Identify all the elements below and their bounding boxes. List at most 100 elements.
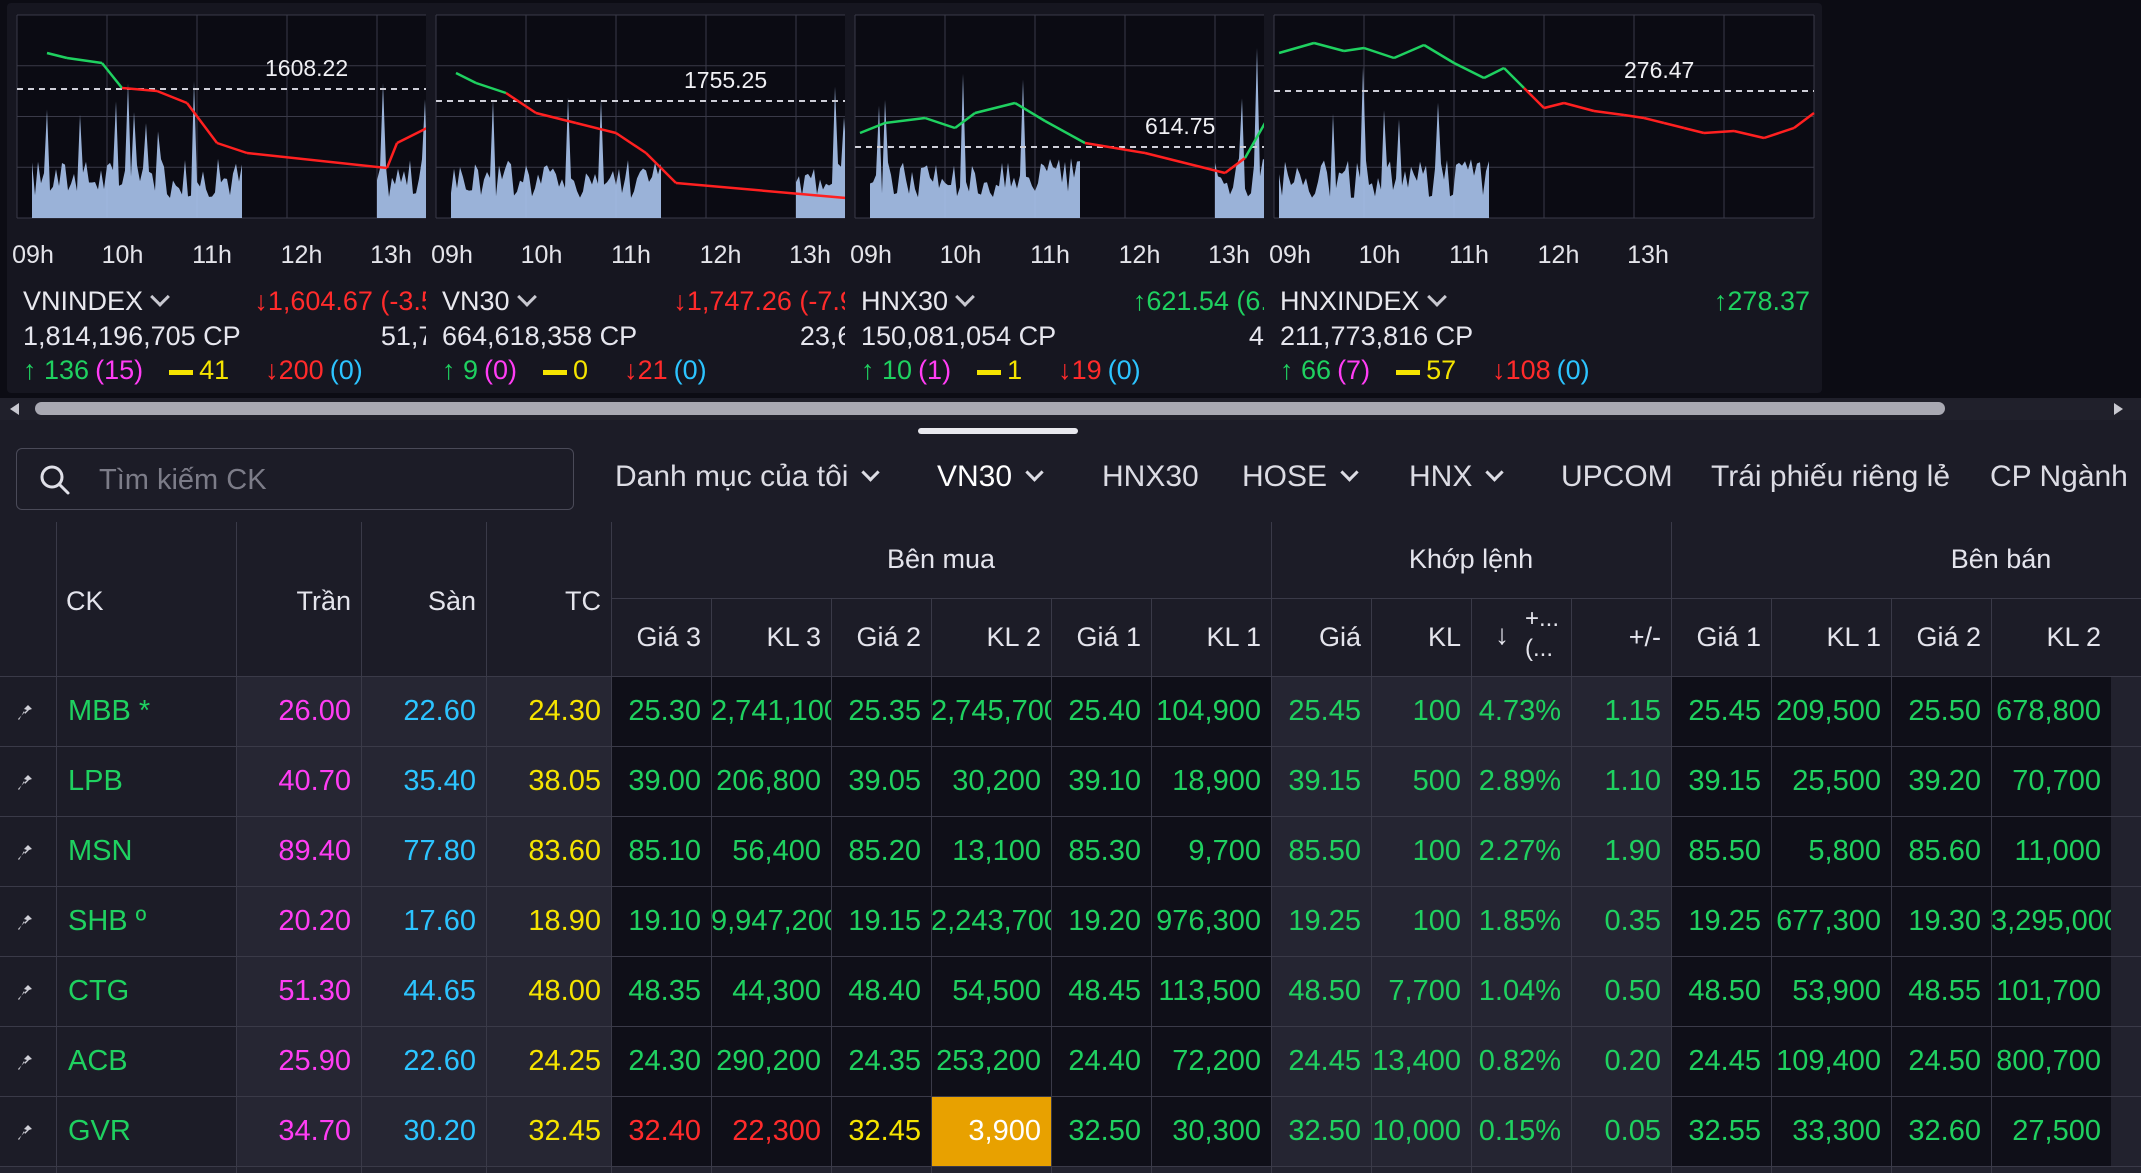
column-header-buy[interactable]: KL 2: [986, 622, 1041, 652]
pin-cell[interactable]: [0, 1026, 56, 1096]
column-header-sell[interactable]: Giá 1: [1696, 622, 1761, 652]
table-row[interactable]: CTG 51.30 44.65 48.00 48.35 44,300 48.40 54,500…: [0, 956, 2141, 1026]
chevron-down-icon[interactable]: [516, 287, 537, 307]
price-line: [385, 142, 399, 169]
column-header-sell[interactable]: Giá 2: [1916, 622, 1981, 652]
pin-icon[interactable]: [16, 1049, 40, 1073]
column-header-buy[interactable]: Giá 1: [1076, 622, 1141, 652]
price-line: [396, 126, 428, 145]
panel-resize-handle[interactable]: [918, 428, 1078, 434]
column-header-sell[interactable]: KL 2: [2046, 622, 2101, 652]
pin-icon[interactable]: [16, 909, 40, 933]
pin-cell[interactable]: [0, 746, 56, 816]
index-name[interactable]: HNXINDEX: [1280, 286, 1420, 316]
scroll-right-arrow-icon[interactable]: [2114, 403, 2123, 415]
column-header-sell[interactable]: KL 1: [1826, 622, 1881, 652]
cell-sg1: 19.25: [1671, 886, 1771, 956]
pin-cell[interactable]: [0, 1096, 56, 1166]
cell-chg: 0.20: [1571, 1026, 1671, 1096]
cell-ck[interactable]: ACB: [56, 1026, 236, 1096]
cell-floor: 22.60: [361, 1026, 486, 1096]
cell-ck[interactable]: MSN: [56, 816, 236, 886]
tab-label: UPCOM: [1561, 460, 1673, 493]
index-name[interactable]: VN30: [442, 286, 510, 316]
declines-count: 108: [1505, 355, 1551, 385]
cell-ck[interactable]: GVR: [56, 1096, 236, 1166]
cell-ref: 48.00: [486, 956, 611, 1026]
pin-cell[interactable]: [0, 956, 56, 1026]
pin-icon[interactable]: [16, 839, 40, 863]
sort-down-icon[interactable]: ↓: [1495, 619, 1509, 650]
pin-icon[interactable]: [16, 769, 40, 793]
cell-ck[interactable]: MBB *: [56, 676, 236, 746]
chevron-down-icon[interactable]: [1025, 463, 1044, 482]
cell-ck[interactable]: LPB: [56, 746, 236, 816]
chevron-down-icon[interactable]: [1485, 463, 1505, 482]
column-header-ceil[interactable]: Trần: [296, 586, 351, 616]
column-divider: [361, 522, 362, 1173]
tab-tr-i-phi-u-ri-ng-l-[interactable]: Trái phiếu riêng lẻ: [1711, 460, 1950, 494]
cell-g1: 85.30: [1051, 816, 1151, 886]
column-header-buy[interactable]: KL 3: [766, 622, 821, 652]
cell-k2: 253,200: [931, 1026, 1051, 1096]
chevron-down-icon[interactable]: [1426, 287, 1447, 307]
pin-icon[interactable]: [16, 699, 40, 723]
chevron-down-icon[interactable]: [150, 287, 170, 307]
pin-icon[interactable]: [16, 1119, 40, 1143]
tab-vn30[interactable]: VN30: [937, 460, 1047, 494]
search-box[interactable]: [16, 448, 574, 510]
pin-icon[interactable]: [16, 979, 40, 1003]
cell-g1: 19.20: [1051, 886, 1151, 956]
pin-cell[interactable]: [0, 816, 56, 886]
column-divider: [1471, 598, 1472, 1173]
tab-label: VN30: [937, 460, 1013, 493]
table-row[interactable]: MBB * 26.00 22.60 24.30 25.30 2,741,100 25.35 2…: [0, 676, 2141, 746]
column-header-buy[interactable]: Giá 2: [856, 622, 921, 652]
chevron-down-icon[interactable]: [955, 287, 975, 307]
volume-area: [1279, 67, 1489, 218]
table-row[interactable]: SHB º 20.20 17.60 18.90 19.10 9,947,200 19.15 2…: [0, 886, 2141, 956]
table-row[interactable]: GVR 34.70 30.20 32.45 32.40 22,300 32.45 3,900 3…: [0, 1096, 2141, 1166]
cell-mk: 10,000: [1371, 1096, 1471, 1166]
tab-hnx[interactable]: HNX: [1409, 460, 1507, 494]
column-header-buy[interactable]: KL 1: [1206, 622, 1261, 652]
pin-cell[interactable]: [0, 886, 56, 956]
column-divider: [1051, 598, 1052, 1173]
cell-ck[interactable]: CTG: [56, 956, 236, 1026]
scroll-left-arrow-icon[interactable]: [10, 403, 19, 415]
cell-ck[interactable]: SHB º: [56, 886, 236, 956]
column-header-change[interactable]: +/-: [1628, 622, 1661, 652]
price-line: [1483, 66, 1505, 80]
cell-mp: 32.50: [1271, 1096, 1371, 1166]
tab-danh-m-c-c-a-t-i[interactable]: Danh mục của tôi: [615, 460, 883, 494]
table-row[interactable]: ACB 25.90 22.60 24.25 24.30 290,200 24.35 253,2…: [0, 1026, 2141, 1096]
table-row[interactable]: LPB 40.70 35.40 38.05 39.00 206,800 39.05 30,20…: [0, 746, 2141, 816]
column-header-match-price[interactable]: Giá: [1318, 622, 1361, 652]
scrollbar-thumb[interactable]: [35, 402, 1945, 415]
tab-hnx30[interactable]: HNX30: [1102, 460, 1199, 494]
cell-pct: 2.27%: [1471, 816, 1571, 886]
price-line: [615, 131, 647, 155]
chevron-down-icon[interactable]: [861, 463, 881, 482]
column-header-ck[interactable]: CK: [66, 586, 104, 616]
column-header-floor[interactable]: Sàn: [427, 586, 476, 616]
column-header-ref[interactable]: TC: [565, 586, 601, 616]
pin-cell[interactable]: [0, 676, 56, 746]
chevron-down-icon[interactable]: [1340, 463, 1359, 482]
volume-area: [451, 97, 661, 218]
tab-hose[interactable]: HOSE: [1242, 460, 1362, 494]
column-header-percent[interactable]: ↓ +... (...: [1495, 604, 1559, 664]
group-header-buy: Bên mua: [886, 544, 996, 574]
price-line: [1423, 43, 1455, 65]
tab-upcom[interactable]: UPCOM: [1561, 460, 1673, 494]
cards-scrollbar[interactable]: [0, 398, 2141, 420]
index-name[interactable]: VNINDEX: [23, 286, 144, 316]
column-header-match-volume[interactable]: KL: [1427, 622, 1461, 652]
tab-cp-ng-nh[interactable]: CP Ngành: [1990, 460, 2128, 494]
table-row[interactable]: MSN 89.40 77.80 83.60 85.10 56,400 85.20 13,100…: [0, 816, 2141, 886]
column-header-buy[interactable]: Giá 3: [636, 622, 701, 652]
index-name[interactable]: HNX30: [861, 286, 949, 316]
arrow-up-icon: ↑: [1713, 286, 1728, 316]
index-card-hnxindex[interactable]: 276.47 09h 10h 11h 12h 13h HNXINDEX ↑278.37 211,…: [1264, 3, 1822, 393]
search-input[interactable]: [97, 459, 541, 501]
